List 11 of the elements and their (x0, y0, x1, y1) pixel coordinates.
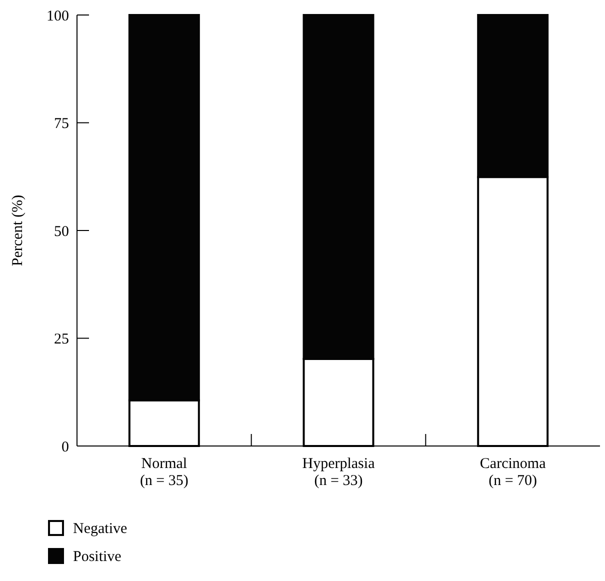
x-tick-label: Hyperplasia (n = 33) (302, 456, 376, 489)
y-tick-label: 100 (46, 8, 69, 24)
legend-label: Positive (73, 549, 122, 565)
x-tick-label: Carcinoma (n = 70) (480, 456, 546, 489)
y-tick-label: 0 (62, 439, 69, 456)
x-tick-label: Normal (n = 35) (140, 456, 188, 489)
y-tick-label: 75 (54, 116, 69, 132)
y-tick-label: 50 (54, 224, 69, 240)
legend-label: Negative (73, 521, 128, 537)
y-tick-label: 25 (54, 332, 69, 348)
y-axis-title: Percent (%) (10, 194, 26, 266)
